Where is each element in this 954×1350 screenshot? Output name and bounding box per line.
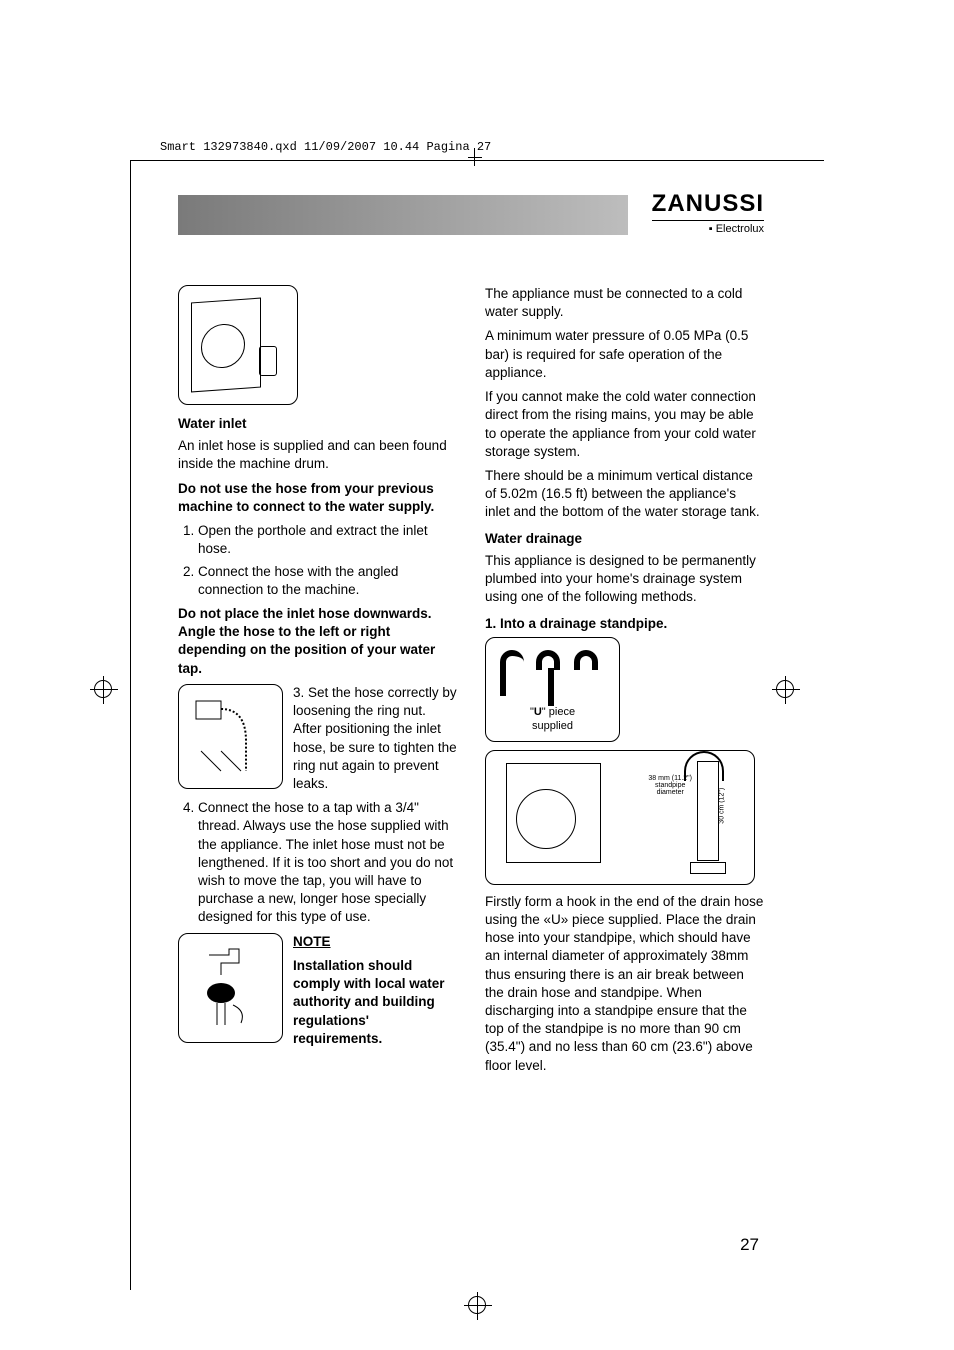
paragraph: An inlet hose is supplied and can been f…: [178, 437, 457, 473]
registration-mark: [776, 680, 794, 698]
water-inlet-heading: Water inlet: [178, 415, 457, 433]
paragraph: Firstly form a hook in the end of the dr…: [485, 893, 764, 1075]
standpipe-diameter-label: 38 mm (11.2")standpipediameter: [648, 775, 692, 796]
left-column: Water inlet An inlet hose is supplied an…: [178, 285, 457, 1210]
paragraph: There should be a minimum vertical dista…: [485, 467, 764, 522]
print-header: Smart 132973840.qxd 11/09/2007 10.44 Pag…: [160, 140, 491, 154]
brand-logo: ZANUSSI ▪ Electrolux: [652, 190, 764, 235]
warning-text: Do not use the hose from your previous m…: [178, 480, 457, 516]
warning-text: Do not place the inlet hose downwards. A…: [178, 605, 457, 678]
page-27: Smart 132973840.qxd 11/09/2007 10.44 Pag…: [0, 0, 954, 1350]
paragraph: The appliance must be connected to a col…: [485, 285, 764, 321]
paragraph: If you cannot make the cold water connec…: [485, 388, 764, 461]
figure-hose-angle: [178, 684, 283, 789]
step-2: Connect the hose with the angled connect…: [198, 563, 457, 599]
standpipe-height-label: 30 cm (12"): [717, 787, 726, 823]
note-block: NOTE Installation should comply with loc…: [178, 933, 457, 1054]
content-columns: Water inlet An inlet hose is supplied an…: [178, 285, 764, 1210]
figure-standpipe: 38 mm (11.2")standpipediameter 30 cm (12…: [485, 750, 755, 885]
brand-subname: ▪ Electrolux: [652, 220, 764, 235]
steps-list: Connect the hose to a tap with a 3/4" th…: [178, 799, 457, 927]
registration-mark: [94, 680, 112, 698]
step-1: Open the porthole and extract the inlet …: [198, 522, 457, 558]
registration-mark: [468, 1296, 486, 1314]
page-number: 27: [740, 1235, 759, 1255]
paragraph: This appliance is designed to be permane…: [485, 552, 764, 607]
step-4: Connect the hose to a tap with a 3/4" th…: [198, 799, 457, 927]
header-gradient-bar: [178, 195, 628, 235]
water-drainage-heading: Water drainage: [485, 530, 764, 548]
figure-u-piece: "U" "U" piecepiece supplied: [485, 637, 620, 742]
steps-list: Open the porthole and extract the inlet …: [178, 522, 457, 599]
brand-name: ZANUSSI: [652, 190, 764, 218]
u-piece-label: "U" "U" piecepiece supplied: [486, 706, 619, 732]
figure-tap: [178, 933, 283, 1043]
figure-machine-rear: [178, 285, 298, 405]
crop-mark: [468, 157, 482, 158]
standpipe-heading: 1. Into a drainage standpipe.: [485, 615, 764, 633]
right-column: The appliance must be connected to a col…: [485, 285, 764, 1210]
paragraph: A minimum water pressure of 0.05 MPa (0.…: [485, 327, 764, 382]
